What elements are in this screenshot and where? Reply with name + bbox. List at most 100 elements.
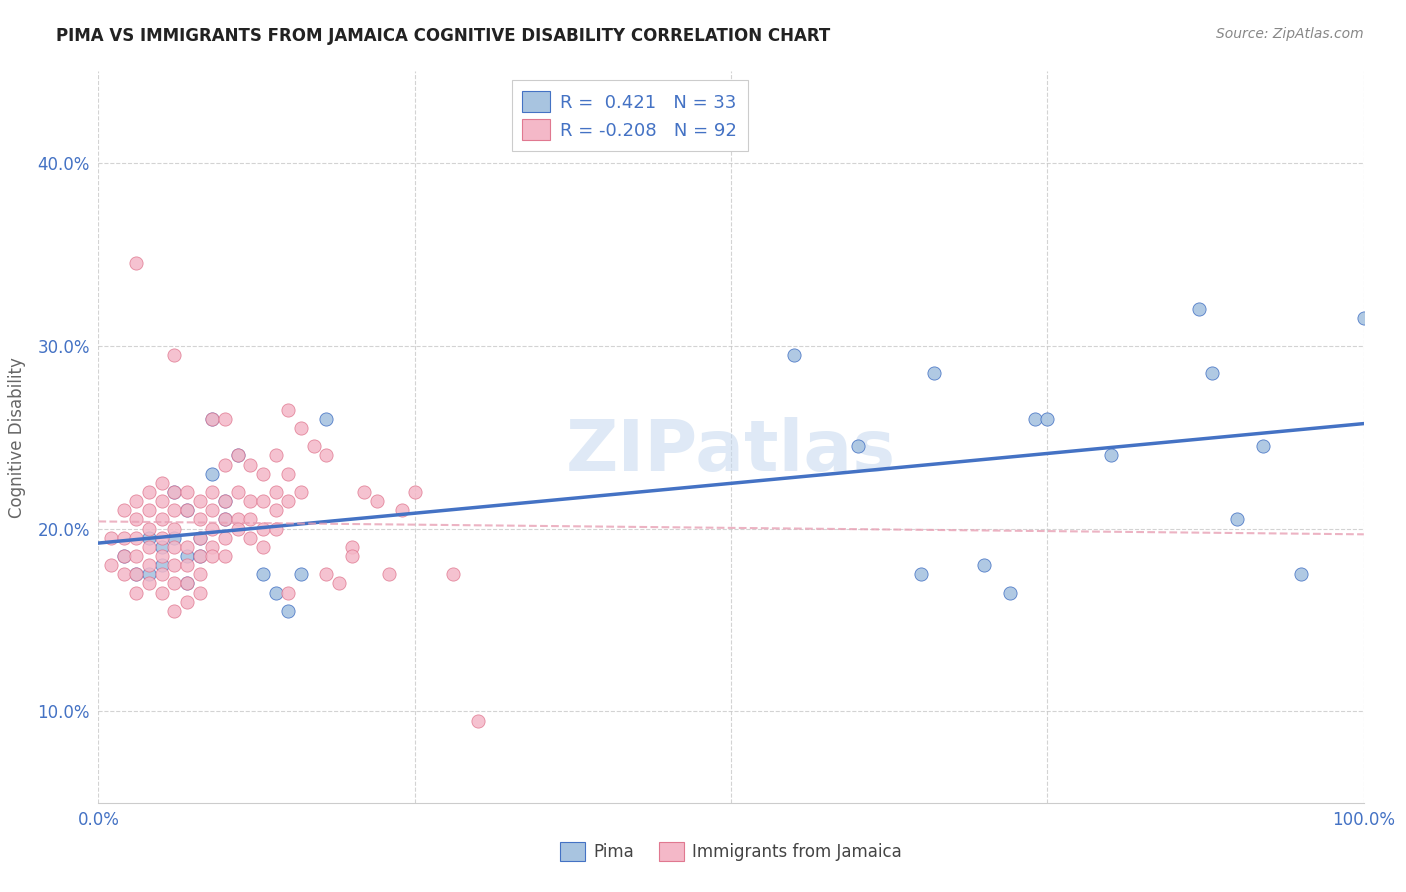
- Point: [340, 540, 363, 554]
- Point: [277, 494, 299, 508]
- Point: [176, 503, 198, 517]
- Point: [264, 485, 287, 500]
- Point: [214, 494, 236, 508]
- Point: [125, 494, 148, 508]
- Point: [1099, 448, 1122, 462]
- Point: [176, 503, 198, 517]
- Point: [264, 503, 287, 517]
- Point: [163, 558, 186, 573]
- Point: [163, 521, 186, 535]
- Point: [176, 594, 198, 608]
- Point: [150, 567, 173, 582]
- Point: [226, 448, 249, 462]
- Point: [378, 567, 401, 582]
- Point: [315, 448, 337, 462]
- Point: [1188, 301, 1211, 317]
- Point: [252, 567, 274, 582]
- Point: [150, 475, 173, 490]
- Point: [138, 567, 160, 582]
- Point: [150, 531, 173, 545]
- Point: [150, 540, 173, 554]
- Point: [315, 412, 337, 426]
- Point: [214, 512, 236, 526]
- Point: [188, 549, 211, 563]
- Point: [201, 485, 224, 500]
- Point: [112, 503, 135, 517]
- Point: [163, 540, 186, 554]
- Point: [214, 512, 236, 526]
- Point: [290, 567, 312, 582]
- Point: [290, 421, 312, 435]
- Point: [188, 531, 211, 545]
- Point: [201, 467, 224, 481]
- Point: [201, 412, 224, 426]
- Point: [922, 366, 945, 380]
- Point: [188, 531, 211, 545]
- Point: [138, 576, 160, 591]
- Point: [188, 585, 211, 599]
- Point: [252, 540, 274, 554]
- Point: [1024, 412, 1046, 426]
- Point: [290, 485, 312, 500]
- Point: [1036, 412, 1059, 426]
- Point: [277, 402, 299, 417]
- Point: [201, 412, 224, 426]
- Point: [112, 549, 135, 563]
- Point: [1289, 567, 1312, 582]
- Point: [112, 531, 135, 545]
- Point: [467, 714, 489, 728]
- Point: [150, 494, 173, 508]
- Point: [138, 521, 160, 535]
- Text: ZIPatlas: ZIPatlas: [567, 417, 896, 486]
- Point: [239, 512, 262, 526]
- Point: [239, 531, 262, 545]
- Point: [340, 549, 363, 563]
- Point: [176, 558, 198, 573]
- Point: [188, 549, 211, 563]
- Point: [277, 585, 299, 599]
- Point: [226, 448, 249, 462]
- Point: [1226, 512, 1249, 526]
- Point: [176, 485, 198, 500]
- Point: [201, 521, 224, 535]
- Point: [214, 458, 236, 472]
- Point: [239, 494, 262, 508]
- Point: [252, 467, 274, 481]
- Point: [226, 485, 249, 500]
- Point: [252, 521, 274, 535]
- Point: [328, 576, 350, 591]
- Point: [163, 485, 186, 500]
- Point: [783, 348, 806, 362]
- Y-axis label: Cognitive Disability: Cognitive Disability: [8, 357, 27, 517]
- Point: [138, 503, 160, 517]
- Point: [163, 485, 186, 500]
- Point: [973, 558, 995, 573]
- Point: [150, 512, 173, 526]
- Point: [188, 567, 211, 582]
- Point: [125, 256, 148, 270]
- Point: [910, 567, 932, 582]
- Point: [391, 503, 413, 517]
- Point: [226, 521, 249, 535]
- Point: [150, 585, 173, 599]
- Point: [125, 567, 148, 582]
- Point: [100, 558, 122, 573]
- Point: [315, 567, 337, 582]
- Point: [1251, 439, 1274, 453]
- Point: [125, 585, 148, 599]
- Text: Source: ZipAtlas.com: Source: ZipAtlas.com: [1216, 27, 1364, 41]
- Point: [201, 503, 224, 517]
- Point: [201, 549, 224, 563]
- Point: [998, 585, 1021, 599]
- Point: [188, 494, 211, 508]
- Point: [1353, 311, 1375, 326]
- Point: [239, 458, 262, 472]
- Point: [214, 412, 236, 426]
- Point: [138, 540, 160, 554]
- Point: [125, 531, 148, 545]
- Point: [138, 485, 160, 500]
- Point: [264, 448, 287, 462]
- Point: [302, 439, 325, 453]
- Point: [138, 531, 160, 545]
- Legend: Pima, Immigrants from Jamaica: Pima, Immigrants from Jamaica: [554, 835, 908, 868]
